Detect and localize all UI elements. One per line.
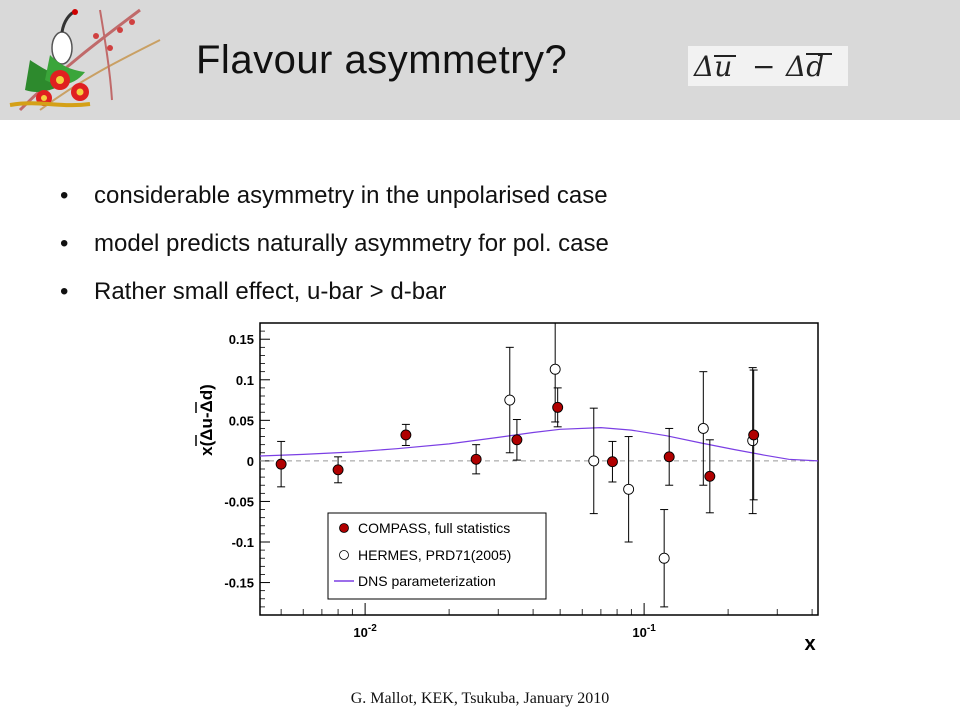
legend-label-dns: DNS parameterization (358, 573, 496, 589)
bullet-list: • considerable asymmetry in the unpolaris… (60, 176, 609, 320)
bullet-item: • considerable asymmetry in the unpolaris… (60, 176, 609, 224)
formula-left: Δu (693, 50, 732, 83)
hermes-point (623, 483, 635, 495)
compass-point (400, 429, 412, 441)
hermes-point (697, 422, 709, 434)
compass-point (552, 401, 564, 413)
x-tick-label: 10-2 (353, 623, 377, 640)
hermes-point (504, 394, 516, 406)
hermes-point (658, 552, 670, 564)
bullet-text: Rather small effect, u-bar > d-bar (94, 278, 447, 305)
x-axis: 10-2 10-1 (280, 603, 813, 640)
compass-point (606, 456, 618, 468)
y-tick-label: 0.15 (229, 332, 254, 347)
compass-point (275, 458, 287, 470)
legend-label-compass: COMPASS, full statistics (358, 520, 510, 536)
y-tick-label: -0.1 (232, 535, 254, 550)
crane-logo (9, 8, 161, 112)
x-tick-label: 10-1 (632, 623, 656, 640)
bullet-item: • model predicts naturally asymmetry for … (60, 224, 609, 272)
asymmetry-chart: -0.15 -0.1 -0.05 0 0.05 0.1 0.15 10-2 10-1 COMP… (195, 322, 819, 655)
bullet-dot: • (60, 278, 69, 305)
dns-curve (259, 426, 819, 462)
compass-point (470, 453, 482, 465)
formula-delta-ubar-minus-delta-dbar: Δu − Δd (688, 46, 848, 86)
compass-point (663, 451, 675, 463)
y-axis: -0.15 -0.1 -0.05 0 0.05 0.1 0.15 (224, 330, 270, 608)
legend: COMPASS, full statistics HERMES, PRD71(2… (327, 512, 547, 600)
y-tick-label: 0.05 (229, 413, 254, 428)
formula-operator: − (752, 50, 775, 83)
compass-point (748, 429, 760, 441)
bullet-item: • Rather small effect, u-bar > d-bar (60, 272, 609, 320)
bullet-dot: • (60, 182, 69, 209)
legend-marker-compass (339, 523, 349, 533)
hermes-point (549, 363, 561, 375)
compass-point (704, 470, 716, 482)
y-tick-label: 0 (247, 454, 254, 469)
slide-footer: G. Mallot, KEK, Tsukuba, January 2010 (350, 690, 610, 707)
formula-right: Δd (785, 50, 824, 83)
y-tick-label: -0.15 (224, 576, 254, 591)
y-tick-label: -0.05 (224, 494, 254, 509)
y-axis-label: x(Δu-Δd) (197, 384, 216, 456)
bullet-dot: • (60, 230, 69, 257)
slide-title: Flavour asymmetry? (196, 38, 568, 82)
bullet-text: considerable asymmetry in the unpolarise… (94, 182, 608, 209)
compass-point (511, 434, 523, 446)
bullet-text: model predicts naturally asymmetry for p… (94, 230, 609, 257)
legend-marker-hermes (339, 550, 349, 560)
x-axis-label: x (804, 633, 815, 655)
legend-label-hermes: HERMES, PRD71(2005) (358, 547, 511, 563)
compass-point (332, 464, 344, 476)
data-points (275, 322, 760, 608)
legend-box (327, 512, 547, 600)
hermes-point (588, 455, 600, 467)
y-tick-label: 0.1 (236, 373, 254, 388)
